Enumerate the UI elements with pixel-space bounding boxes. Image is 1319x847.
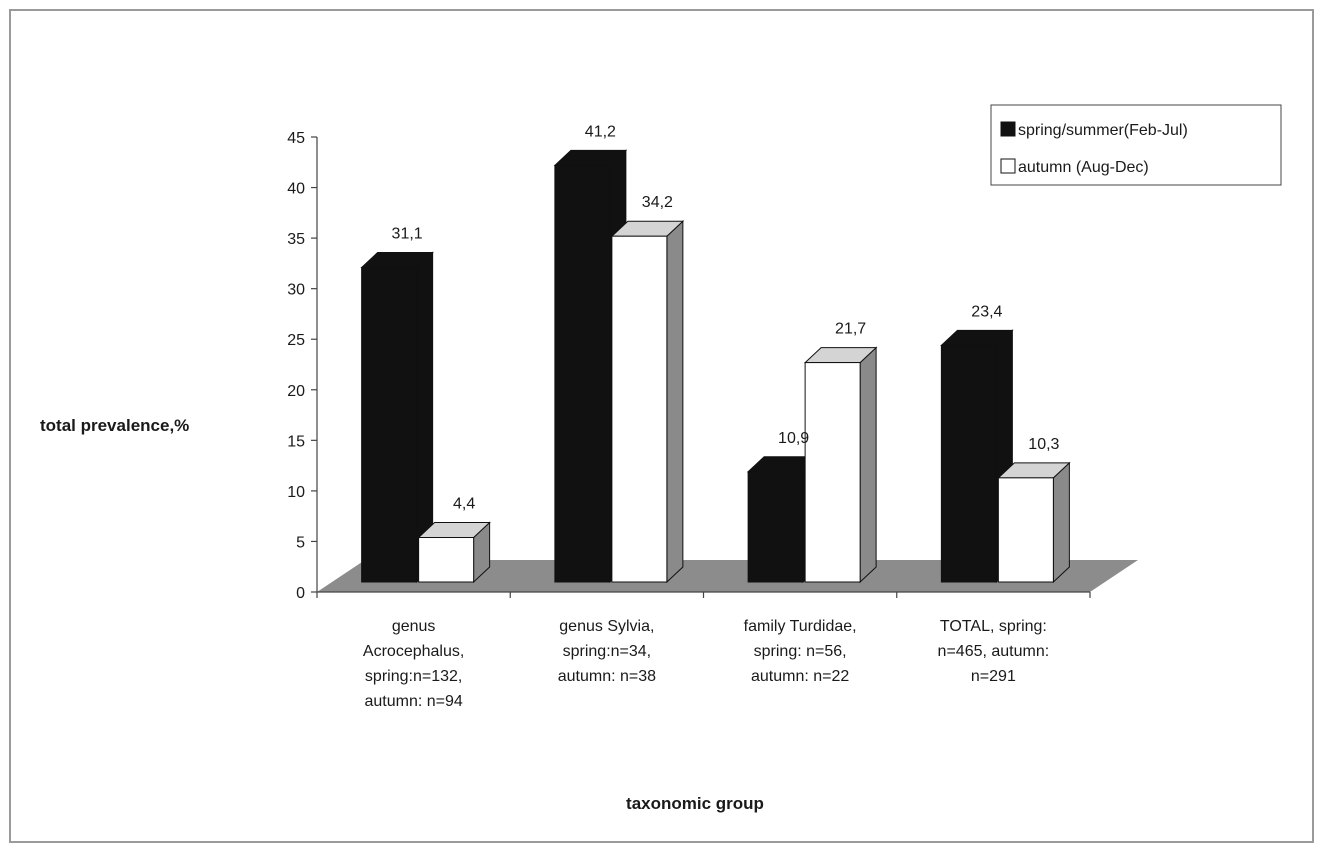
- y-tick-label: 15: [287, 433, 305, 450]
- category-label-line: spring: n=56,: [754, 643, 847, 660]
- legend-swatch-spring: [1000, 121, 1016, 137]
- legend-label-autumn: autumn (Aug-Dec): [1018, 159, 1149, 176]
- data-labels-group: 31,1 4,4 41,2 34,2 10,9 21,7 23,4 10,3: [392, 123, 1060, 512]
- category-label-line: TOTAL, spring:: [940, 618, 1047, 635]
- category-labels-group: genus Acrocephalus, spring:n=132, autumn: n…: [363, 618, 1049, 710]
- bar-front-face: [940, 344, 997, 583]
- y-tick-label: 0: [296, 585, 305, 602]
- bar-side-face: [666, 220, 684, 584]
- legend: spring/summer(Feb-Jul) autumn (Aug-Dec): [990, 104, 1282, 186]
- chart-floor: [317, 560, 1138, 592]
- legend-box: [990, 104, 1282, 186]
- bar-autumn: [610, 220, 685, 584]
- data-label: 21,7: [835, 321, 866, 338]
- bar-autumn: [803, 346, 878, 584]
- y-tick-label: 35: [287, 231, 305, 248]
- data-label: 4,4: [453, 496, 475, 513]
- category-label-line: n=291: [971, 668, 1016, 685]
- bar-front-face: [418, 537, 475, 583]
- category-label-line: autumn: n=38: [558, 668, 656, 685]
- y-tick-label: 30: [287, 282, 305, 299]
- category-label-line: genus Sylvia,: [559, 618, 654, 635]
- y-tick-label: 10: [287, 484, 305, 501]
- bar-autumn: [997, 461, 1071, 584]
- bar-side-face: [1052, 461, 1070, 584]
- bar-front-face: [997, 477, 1054, 583]
- bar-front-face: [611, 235, 668, 583]
- legend-label-spring: spring/summer(Feb-Jul): [1018, 122, 1188, 139]
- data-label: 10,3: [1028, 436, 1059, 453]
- x-axis-title: taxonomic group: [626, 794, 764, 813]
- data-label: 31,1: [392, 226, 423, 243]
- y-tick-label: 5: [296, 534, 305, 551]
- bar-front-face: [804, 362, 861, 583]
- bar-autumn: [417, 521, 491, 584]
- category-label-line: spring:n=34,: [563, 643, 652, 660]
- bar-side-face: [859, 346, 877, 584]
- category-label-line: spring:n=132,: [365, 668, 462, 685]
- data-label: 10,9: [778, 430, 809, 447]
- bar-front-face: [747, 471, 804, 583]
- data-label: 23,4: [971, 303, 1002, 320]
- category-label-line: Acrocephalus,: [363, 643, 464, 660]
- y-axis-ticks: 0 5 10 15 20 25 30 35 40 45: [287, 130, 317, 602]
- data-label: 41,2: [585, 123, 616, 140]
- bar-front-face: [361, 267, 418, 583]
- y-axis-title: total prevalence,%: [40, 416, 189, 435]
- bar-spring: [360, 251, 434, 584]
- bar-front-face: [554, 164, 611, 583]
- y-tick-label: 45: [287, 130, 305, 147]
- data-label: 34,2: [642, 194, 673, 211]
- category-label-line: n=465, autumn:: [938, 643, 1050, 660]
- y-tick-label: 25: [287, 332, 305, 349]
- y-tick-label: 40: [287, 181, 305, 198]
- category-label-line: autumn: n=94: [364, 693, 462, 710]
- x-axis-ticks: [316, 592, 1091, 598]
- category-label-line: family Turdidae,: [744, 618, 857, 635]
- category-label-line: genus: [392, 618, 436, 635]
- legend-swatch-autumn: [1000, 158, 1016, 174]
- category-label-line: autumn: n=22: [751, 668, 849, 685]
- bars-group: [360, 149, 1071, 584]
- y-tick-label: 20: [287, 383, 305, 400]
